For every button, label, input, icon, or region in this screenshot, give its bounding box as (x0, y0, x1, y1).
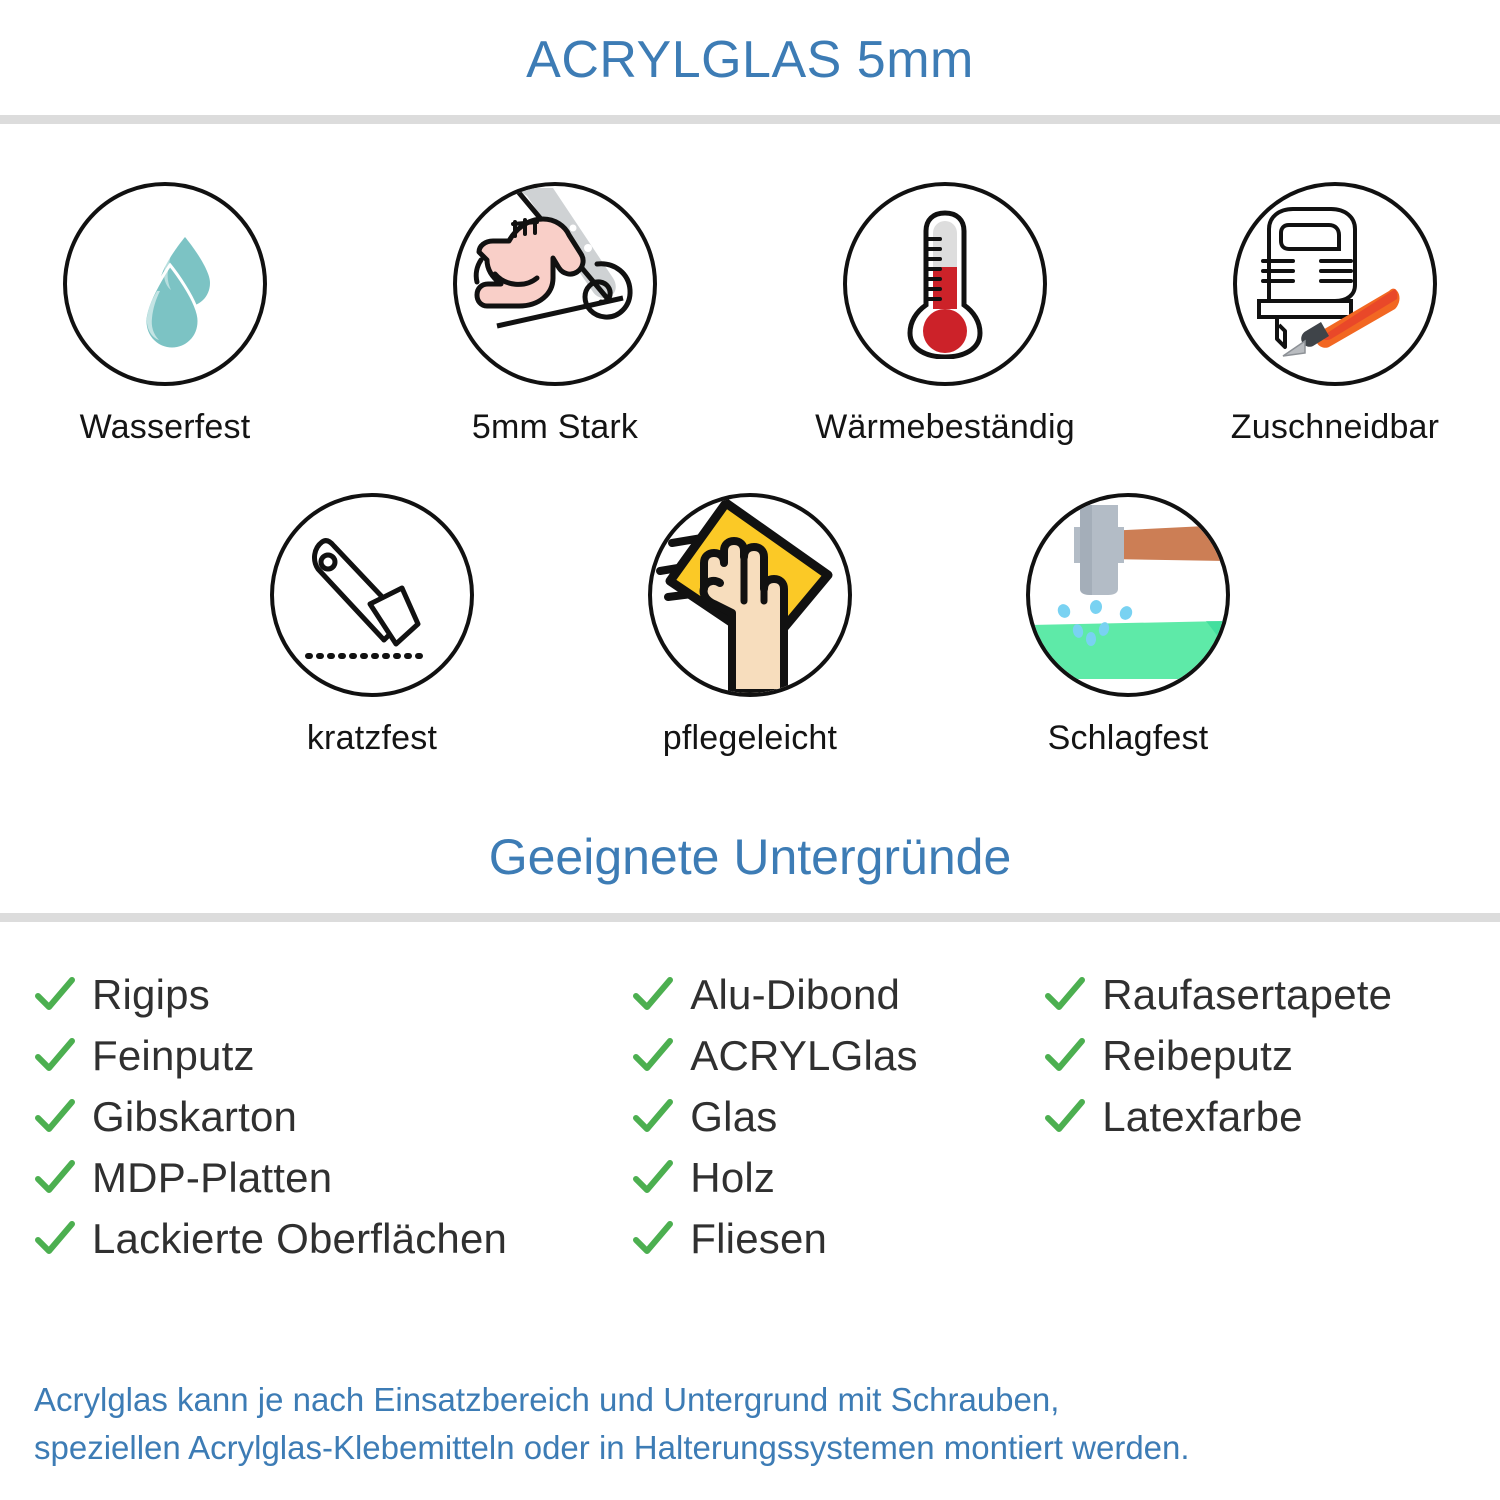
list-item: Rigips (34, 964, 632, 1025)
check-icon (632, 1218, 674, 1260)
list-item-label: Glas (690, 1092, 778, 1140)
substrates-column-1: Rigips Feinputz Gibskarton MDP-Platten (34, 964, 632, 1269)
list-item: Fliesen (632, 1208, 1044, 1269)
check-icon (34, 1157, 76, 1199)
list-item-label: MDP-Platten (92, 1153, 333, 1201)
footer-line-1: Acrylglas kann je nach Einsatzbereich un… (34, 1381, 1060, 1419)
feature-waermebestaendig: Wärmebeständig (802, 182, 1088, 447)
feature-icon-circle (1026, 493, 1230, 698)
jigsaw-cutter-icon (1245, 199, 1425, 369)
feature-pflegeleicht: pflegeleicht (607, 493, 893, 758)
feature-icon-circle (843, 182, 1047, 387)
cutter-knife-scratch-icon (292, 520, 452, 670)
list-item: Glas (632, 1086, 1044, 1147)
list-item: Alu-Dibond (632, 964, 1044, 1025)
list-item-label: Holz (690, 1153, 776, 1201)
list-item-label: Rigips (92, 970, 210, 1018)
check-icon (34, 1218, 76, 1260)
feature-icon-circle (270, 493, 474, 698)
thermometer-icon (902, 209, 988, 360)
feature-wasserfest: Wasserfest (22, 182, 308, 447)
hand-cloth-wipe-icon (652, 497, 848, 694)
page-title: ACRYLGLAS 5mm (526, 31, 974, 89)
substrates-heading: Geeignete Untergründe (488, 829, 1012, 886)
flexed-arm-icon (457, 186, 653, 382)
substrates-heading-wrap: Geeignete Untergründe (0, 830, 1500, 885)
list-item: MDP-Platten (34, 1147, 632, 1208)
footer-line-2: speziellen Acrylglas-Klebemitteln oder i… (34, 1429, 1190, 1467)
list-item-label: ACRYLGlas (690, 1031, 918, 1079)
list-item: Feinputz (34, 1025, 632, 1086)
list-item: ACRYLGlas (632, 1025, 1044, 1086)
check-icon (34, 1035, 76, 1077)
substrates-column-3: Raufasertapete Reibeputz Latexfarbe (1044, 964, 1466, 1147)
check-icon (632, 1096, 674, 1138)
feature-zuschneidbar: Zuschneidbar (1192, 182, 1478, 447)
feature-icon-circle (1233, 182, 1437, 387)
list-item-label: Gibskarton (92, 1092, 298, 1140)
list-item: Holz (632, 1147, 1044, 1208)
feature-icon-circle (453, 182, 657, 387)
footer-note: Acrylglas kann je nach Einsatzbereich un… (34, 1376, 1470, 1472)
feature-label: 5mm Stark (471, 408, 639, 447)
feature-label: pflegeleicht (662, 719, 838, 758)
list-item-label: Alu-Dibond (690, 970, 901, 1018)
feature-label: kratzfest (306, 719, 438, 758)
list-item: Lackierte Oberflächen (34, 1208, 632, 1269)
list-item: Latexfarbe (1044, 1086, 1466, 1147)
list-item-label: Lackierte Oberflächen (92, 1214, 508, 1262)
list-item-label: Latexfarbe (1102, 1092, 1303, 1140)
feature-row-2: kratzfest (0, 493, 1500, 758)
feature-grid: Wasserfest (0, 124, 1500, 758)
feature-label: Schlagfest (1047, 719, 1209, 758)
check-icon (632, 1035, 674, 1077)
check-icon (632, 974, 674, 1016)
water-drops-icon (100, 219, 230, 350)
list-item-label: Fliesen (690, 1214, 828, 1262)
list-item: Raufasertapete (1044, 964, 1466, 1025)
substrates-list: Rigips Feinputz Gibskarton MDP-Platten (0, 922, 1500, 1269)
feature-kratzfest: kratzfest (229, 493, 515, 758)
feature-5mm-stark: 5mm Stark (412, 182, 698, 447)
feature-label: Zuschneidbar (1230, 408, 1440, 447)
list-item: Reibeputz (1044, 1025, 1466, 1086)
divider-middle (0, 913, 1500, 923)
hammer-impact-icon (1030, 497, 1226, 693)
feature-schlagfest: Schlagfest (985, 493, 1271, 758)
divider-top (0, 115, 1500, 125)
check-icon (1044, 1096, 1086, 1138)
list-item: Gibskarton (34, 1086, 632, 1147)
feature-icon-circle (63, 182, 267, 387)
check-icon (632, 1157, 674, 1199)
feature-label: Wasserfest (79, 408, 251, 447)
title-band: ACRYLGLAS 5mm (0, 0, 1500, 89)
feature-row-1: Wasserfest (0, 182, 1500, 447)
feature-icon-circle (648, 493, 852, 698)
list-item-label: Raufasertapete (1102, 970, 1393, 1018)
feature-label: Wärmebeständig (815, 408, 1075, 447)
list-item-label: Feinputz (92, 1031, 255, 1079)
check-icon (34, 1096, 76, 1138)
list-item-label: Reibeputz (1102, 1031, 1294, 1079)
check-icon (1044, 974, 1086, 1016)
substrates-column-2: Alu-Dibond ACRYLGlas Glas Holz (632, 964, 1044, 1269)
check-icon (1044, 1035, 1086, 1077)
check-icon (34, 974, 76, 1016)
